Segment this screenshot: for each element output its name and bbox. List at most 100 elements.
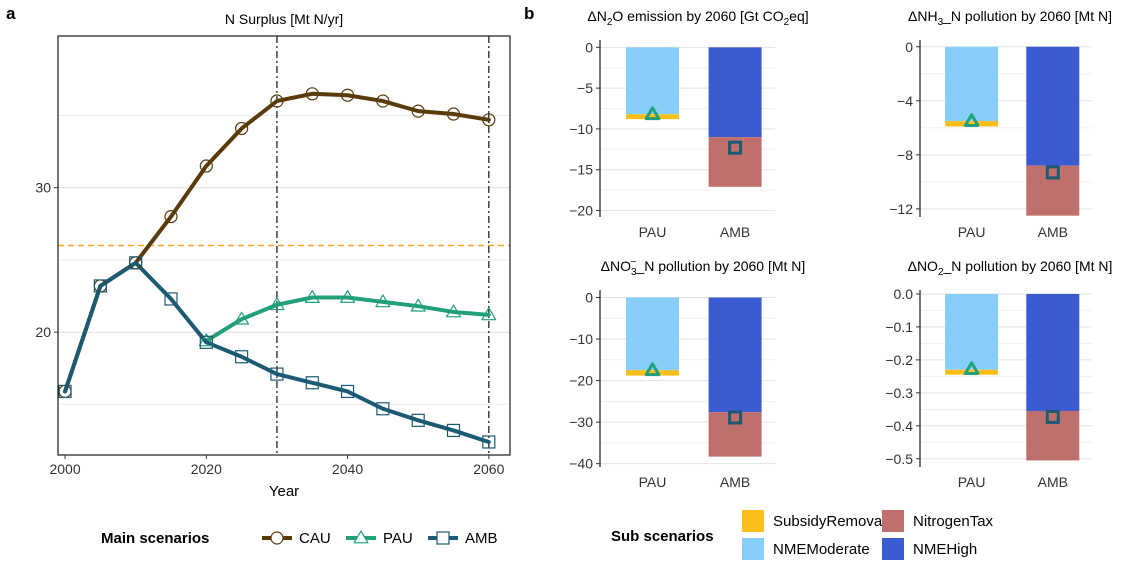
legend-marker-pau bbox=[353, 530, 369, 544]
marker-amb bbox=[728, 410, 743, 425]
marker-amb bbox=[1045, 409, 1060, 424]
chart-title: ΔNO2_N pollution by 2060 [Mt N] bbox=[908, 258, 1113, 278]
x-tick-label: AMB bbox=[1038, 474, 1068, 490]
bar-amb-nitrogentax bbox=[708, 412, 762, 457]
chart-title: ΔN2O emission by 2060 [Gt CO2eq] bbox=[587, 8, 808, 28]
bar-pau-nmemoderate bbox=[945, 293, 999, 370]
y-tick-label: −12 bbox=[889, 201, 913, 217]
marker-pau bbox=[644, 362, 661, 377]
y-tick-label: −8 bbox=[897, 147, 913, 163]
y-tick-label: −0.3 bbox=[885, 385, 913, 401]
bar-amb-nitrogentax bbox=[708, 137, 762, 187]
panel-label-a: a bbox=[6, 4, 16, 23]
x-tick-label: 2040 bbox=[332, 461, 363, 477]
point-pau bbox=[410, 298, 426, 312]
chart-title: ΔNO3−_N pollution by 2060 [Mt N] bbox=[601, 257, 806, 278]
bar-amb-nmehigh bbox=[708, 47, 762, 138]
sub-legend-swatch-subsidyremoval bbox=[742, 510, 764, 532]
point-amb bbox=[482, 435, 496, 449]
point-amb bbox=[93, 279, 107, 293]
point-amb bbox=[199, 335, 213, 349]
bar-amb-nmehigh bbox=[708, 297, 762, 413]
bar-amb-nmehigh bbox=[1026, 293, 1080, 411]
point-amb bbox=[305, 376, 319, 390]
point-cau bbox=[411, 104, 425, 118]
chart-layer: 2000 2020 2040 2060 20 30 N Surplus [Mt N/yr] Y… bbox=[35, 8, 1112, 560]
legend-label-amb: AMB bbox=[465, 530, 498, 547]
y-tick-label: −0.2 bbox=[885, 352, 913, 368]
bar-panel-1: 0 −5 −10 −15 −20 PAU AMB ΔN2O emission by 2060 … bbox=[569, 8, 808, 240]
point-cau bbox=[270, 94, 284, 108]
x-tick-label: PAU bbox=[639, 474, 667, 490]
y-tick-label: −0.5 bbox=[885, 451, 913, 467]
point-cau bbox=[199, 159, 213, 173]
sub-legend-title: Sub scenarios bbox=[611, 528, 714, 545]
legend-marker-amb bbox=[436, 531, 450, 545]
point-cau bbox=[376, 94, 390, 108]
point-pau bbox=[198, 333, 214, 347]
panel-label-b: b bbox=[524, 4, 534, 23]
sub-legend-label-nmemoderate: NMEModerate bbox=[773, 541, 870, 558]
chart-title: ΔNH3_N pollution by 2060 [Mt N] bbox=[908, 8, 1112, 28]
y-tick-label: −5 bbox=[577, 80, 593, 96]
x-tick-label: AMB bbox=[1038, 224, 1068, 240]
bar-pau-nmemoderate bbox=[945, 46, 999, 122]
sub-legend-label-nitrogentax: NitrogenTax bbox=[913, 513, 994, 530]
bar-panel-3: 0 −10 −20 −30 −40 PAU AMB ΔNO3−_N pollution by … bbox=[569, 257, 805, 490]
x-axis-label: Year bbox=[269, 483, 299, 500]
bar-amb-nitrogentax bbox=[1026, 165, 1080, 216]
y-tick-label: −10 bbox=[569, 331, 593, 347]
sub-legend-swatch-nitrogentax bbox=[882, 510, 904, 532]
point-amb bbox=[446, 423, 461, 438]
y-tick-label: −30 bbox=[569, 414, 593, 430]
bar-amb-nitrogentax bbox=[1026, 410, 1080, 461]
series-line-pau bbox=[204, 295, 491, 343]
y-tick-label: −0.1 bbox=[885, 319, 913, 335]
point-pau bbox=[340, 290, 356, 303]
series-line-amb bbox=[63, 260, 491, 444]
point-amb bbox=[164, 292, 178, 306]
marker-pau bbox=[644, 106, 661, 121]
plot-frame bbox=[57, 35, 511, 456]
y-tick-label: −20 bbox=[569, 202, 593, 218]
y-tick-label: 0 bbox=[585, 289, 593, 305]
marker-amb bbox=[728, 140, 743, 155]
point-pau bbox=[234, 311, 250, 325]
x-tick-label: PAU bbox=[639, 224, 667, 240]
bar-panel-2: 0 −4 −8 −12 PAU AMB ΔNH3_N pollution by 2060 [… bbox=[889, 8, 1112, 240]
bar-pau-nmemoderate bbox=[626, 47, 679, 115]
bar-pau-nmemoderate bbox=[626, 297, 679, 371]
bar-panel-4: 0.0 −0.1 −0.2 −0.3 −0.4 −0.5 PAU AMB ΔNO2_N poll… bbox=[885, 258, 1112, 490]
y-tick-label: −10 bbox=[569, 121, 593, 137]
marker-amb bbox=[1045, 165, 1060, 180]
y-tick-label: 20 bbox=[35, 324, 51, 340]
point-pau bbox=[269, 297, 285, 311]
point-cau bbox=[305, 87, 319, 101]
point-amb bbox=[340, 384, 355, 399]
line-chart-panel: 2000 2020 2040 2060 20 30 N Surplus [Mt N/yr] Y… bbox=[35, 11, 511, 547]
chart-title: N Surplus [Mt N/yr] bbox=[225, 11, 343, 27]
point-cau bbox=[446, 107, 461, 121]
marker-pau bbox=[963, 361, 980, 376]
point-pau bbox=[375, 294, 391, 308]
legend-label-pau: PAU bbox=[383, 530, 413, 547]
point-pau bbox=[481, 307, 497, 321]
point-pau bbox=[446, 304, 461, 318]
sub-legend-label-nmehigh: NMEHigh bbox=[913, 541, 977, 558]
marker-pau bbox=[963, 113, 980, 127]
bar-amb-nmehigh bbox=[1026, 46, 1080, 166]
point-cau bbox=[235, 121, 249, 136]
legend-label-cau: CAU bbox=[299, 530, 331, 547]
bar-pau-subsidyremoval bbox=[945, 121, 999, 127]
x-tick-label: AMB bbox=[720, 474, 750, 490]
bar-pau-subsidyremoval bbox=[626, 370, 679, 376]
x-tick-label: AMB bbox=[720, 224, 750, 240]
point-amb bbox=[235, 350, 249, 364]
x-tick-label: 2000 bbox=[49, 461, 80, 477]
y-tick-label: −40 bbox=[569, 456, 593, 472]
x-tick-label: PAU bbox=[958, 474, 986, 490]
legend-marker-cau bbox=[270, 531, 284, 545]
point-pau bbox=[304, 290, 320, 303]
y-tick-label: 0 bbox=[905, 39, 913, 55]
